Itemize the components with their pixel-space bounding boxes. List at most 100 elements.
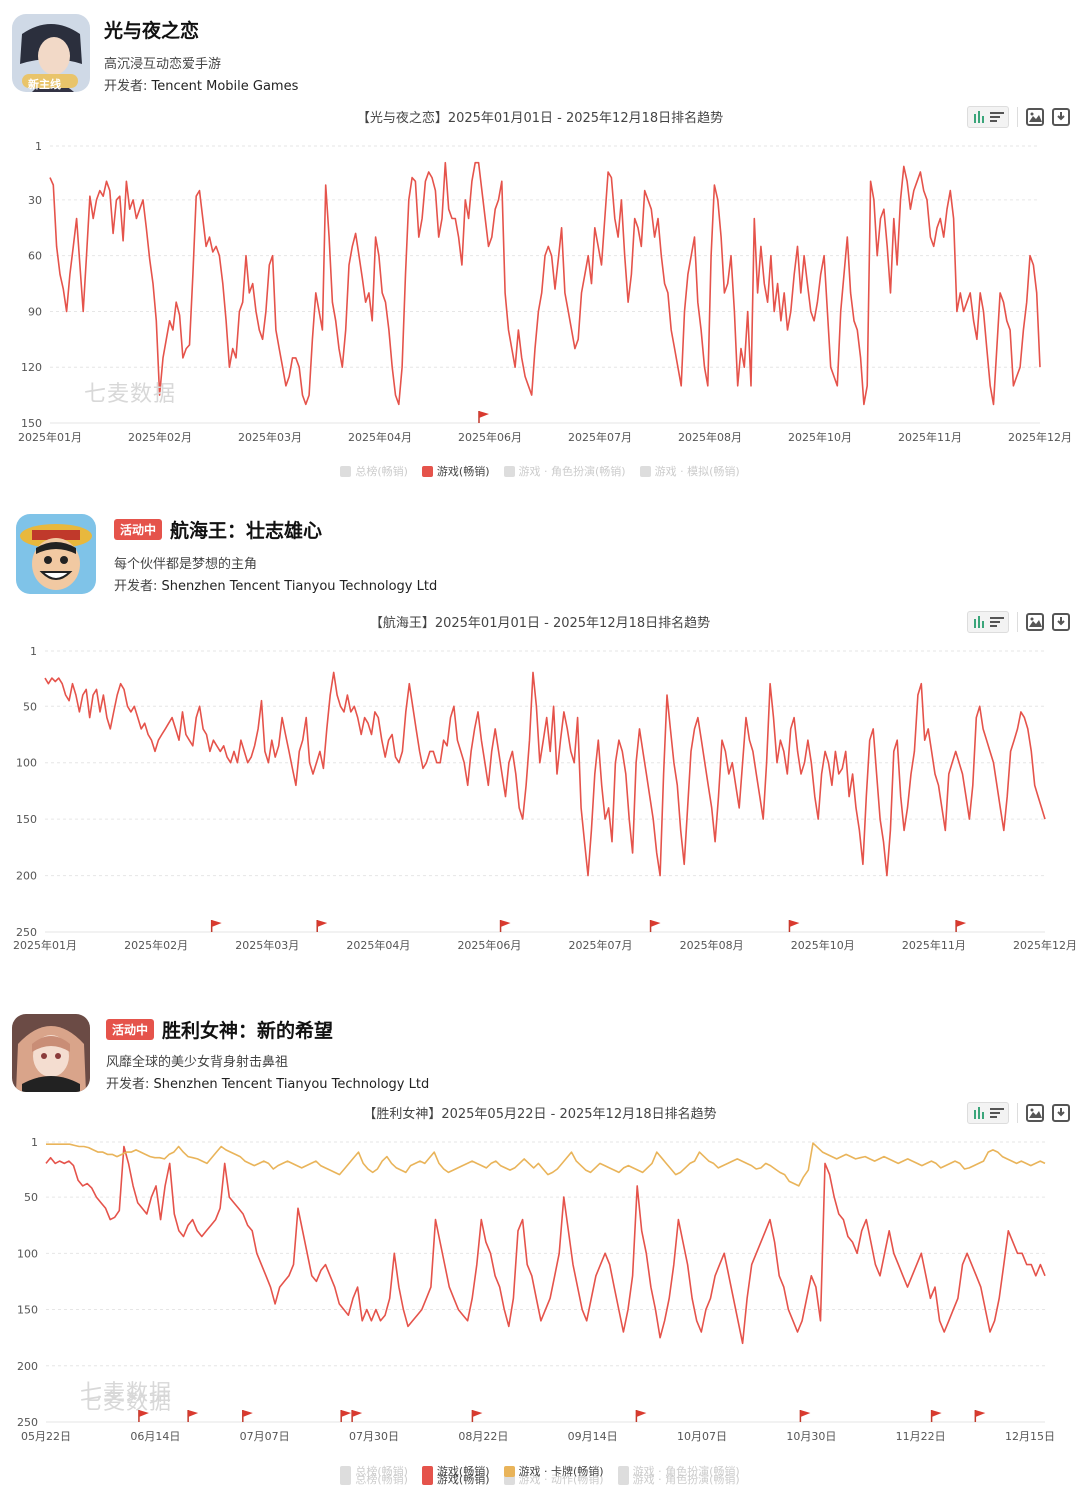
download-icon[interactable] [1052, 613, 1070, 631]
x-tick-label: 07月30日 [349, 1430, 399, 1443]
watermark: 七麦数据 [80, 1381, 173, 1406]
legend-item[interactable]: 游戏(畅销) [421, 1471, 490, 1487]
app-icon[interactable] [16, 514, 96, 594]
series-line[interactable] [44, 671, 1046, 877]
x-tick-label: 2025年04月 [346, 938, 410, 952]
app-block-1: 新主线 光与夜之恋 高沉浸互动恋爱手游 开发者: Tencent Mobile … [0, 0, 1080, 495]
chart-tools [967, 611, 1070, 633]
legend-item[interactable]: 游戏 · 角色扮演(畅销) [617, 1463, 740, 1479]
app-title[interactable]: 胜利女神：新的希望 [162, 1020, 334, 1042]
activity-badge: 活动中 [106, 1019, 155, 1040]
x-tick-label: 2025年01月 [18, 430, 82, 444]
legend-label: 游戏(畅销) [436, 465, 490, 478]
legend-item[interactable]: 游戏 · 角色扮演(畅销) [617, 1471, 740, 1487]
image-export-icon[interactable] [1026, 613, 1044, 631]
legend-label: 游戏 · 角色扮演(畅销) [632, 1465, 740, 1478]
app-icon[interactable]: 新主线 [12, 14, 90, 92]
x-tick-label: 2025年06月 [458, 430, 522, 444]
chart-type-toggle[interactable] [967, 611, 1009, 633]
x-tick-label: 2025年06月 [457, 938, 521, 952]
y-tick-label: 120 [21, 361, 42, 374]
tool-separator [1017, 107, 1018, 127]
x-tick-label: 2025年08月 [678, 430, 742, 444]
event-flag-icon[interactable] [351, 1410, 363, 1422]
legend-item[interactable]: 游戏 · 卡牌(畅销) [503, 1463, 604, 1479]
y-tick-label: 100 [17, 1247, 38, 1260]
app-title[interactable]: 光与夜之恋 [104, 20, 200, 42]
event-flag-icon[interactable] [635, 1410, 647, 1422]
download-icon[interactable] [1052, 108, 1070, 126]
developer-name[interactable]: Tencent Mobile Games [151, 79, 299, 94]
image-export-icon[interactable] [1026, 1104, 1044, 1122]
event-flag-icon[interactable] [499, 920, 511, 932]
app-icon[interactable] [12, 1014, 90, 1092]
event-flag-icon[interactable] [788, 920, 800, 932]
y-tick-label: 150 [16, 813, 37, 826]
y-tick-label: 60 [28, 250, 42, 263]
legend-item[interactable]: 总榜(畅销) [340, 1463, 408, 1479]
legend-label: 总榜(畅销) [355, 1465, 408, 1478]
x-tick-label: 2025年10月 [791, 938, 855, 952]
series-line[interactable] [45, 1145, 1046, 1345]
x-tick-label: 2025年12月 [1008, 430, 1072, 444]
x-tick-label: 2025年08月 [680, 938, 744, 952]
event-flag-icon[interactable] [187, 1410, 199, 1422]
event-flag-icon[interactable] [974, 1410, 986, 1422]
legend-label: 游戏 · 角色扮演(畅销) [632, 1473, 740, 1486]
event-flag-icon[interactable] [799, 1410, 811, 1422]
series-line[interactable] [46, 1142, 1046, 1187]
event-flag-icon[interactable] [340, 1410, 352, 1422]
y-tick-label: 50 [23, 700, 37, 713]
chart-tools [967, 106, 1070, 128]
chart-legend: 总榜(畅销) 游戏(畅销) 游戏 · 角色扮演(畅销) 游戏 · 模拟(畅销) [0, 463, 1080, 479]
legend-label: 总榜(畅销) [355, 465, 408, 478]
y-tick-label: 90 [28, 305, 42, 318]
event-flag-icon[interactable] [316, 920, 328, 932]
y-tick-label: 200 [17, 1360, 38, 1373]
event-flag-icon[interactable] [242, 1410, 253, 1422]
app-title[interactable]: 航海王：壮志雄心 [170, 520, 323, 542]
event-flag-icon[interactable] [930, 1410, 942, 1422]
y-tick-label: 250 [16, 926, 37, 939]
x-tick-label: 12月15日 [1005, 1430, 1055, 1443]
developer-name[interactable]: Shenzhen Tencent Tianyou Technology Ltd [153, 1077, 430, 1092]
legend-swatch [421, 1465, 433, 1477]
event-flag-icon[interactable] [955, 920, 967, 932]
chart-type-toggle[interactable] [967, 1102, 1009, 1124]
event-flag-icon[interactable] [478, 411, 489, 423]
y-tick-label: 250 [17, 1416, 38, 1429]
event-flag-icon[interactable] [649, 920, 661, 932]
x-tick-label: 2025年07月 [568, 430, 632, 444]
event-flag-icon[interactable] [210, 920, 222, 932]
chart-type-toggle[interactable] [967, 106, 1009, 128]
developer-line: 开发者: Shenzhen Tencent Tianyou Technology… [114, 579, 438, 594]
event-flag-icon[interactable] [138, 1410, 149, 1422]
legend-swatch [421, 465, 433, 477]
x-tick-label: 2025年10月 [788, 430, 852, 444]
legend-swatch [503, 1473, 515, 1485]
developer-name[interactable]: Shenzhen Tencent Tianyou Technology Ltd [161, 579, 438, 594]
legend-item[interactable]: 游戏 · 动作(畅销) [503, 1471, 604, 1487]
watermark: 七麦数据 [80, 1390, 173, 1415]
x-tick-label: 2025年03月 [235, 938, 299, 952]
legend-item[interactable]: 游戏(畅销) [421, 1463, 490, 1479]
tool-separator [1017, 1103, 1018, 1123]
legend-item[interactable]: 游戏(畅销) [421, 463, 490, 479]
legend-label: 游戏 · 卡牌(畅销) [518, 1465, 604, 1478]
legend-item[interactable]: 游戏 · 角色扮演(畅销) [503, 463, 626, 479]
legend-item[interactable]: 总榜(畅销) [340, 463, 408, 479]
download-icon[interactable] [1052, 1104, 1070, 1122]
x-tick-label: 2025年11月 [902, 938, 966, 952]
app-block-3: 活动中 胜利女神：新的希望 风靡全球的美少女背身射击鼻祖 开发者: Shenzh… [0, 1000, 1080, 1498]
legend-item[interactable]: 游戏 · 模拟(畅销) [639, 463, 740, 479]
y-tick-label: 50 [24, 1191, 38, 1204]
x-tick-label: 06月14日 [130, 1430, 180, 1443]
event-flag-icon[interactable] [471, 1410, 483, 1422]
x-tick-label: 2025年12月 [1013, 938, 1077, 952]
chart-tools [967, 1102, 1070, 1124]
image-export-icon[interactable] [1026, 108, 1044, 126]
legend-swatch [617, 1473, 629, 1485]
legend-item[interactable]: 总榜(畅销) [340, 1471, 408, 1487]
series-line[interactable] [49, 161, 1041, 406]
